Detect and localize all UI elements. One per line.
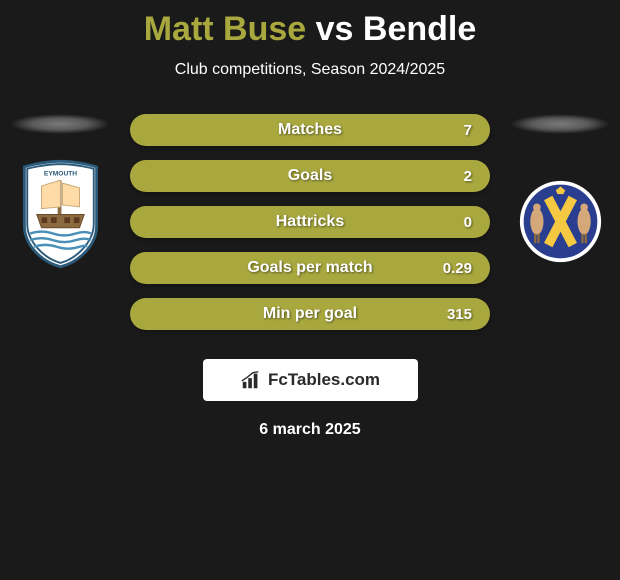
weymouth-crest-icon: EYMOUTH [13,159,108,269]
player1-name: Matt Buse [144,10,306,48]
watermark[interactable]: FcTables.com [203,359,418,401]
main-container: Matt Buse vs Bendle Club competitions, S… [0,0,620,449]
stat-value: 7 [464,122,472,139]
stat-label: Hattricks [276,213,344,231]
shadow-ellipse-left [10,114,110,134]
main-content: EYMOUTH Matches 7 Goals 2 Hattricks 0 Go… [0,114,620,344]
shadow-ellipse-right [510,114,610,134]
stat-value: 2 [464,168,472,185]
stat-label: Goals [288,167,332,185]
stat-bar-matches: Matches 7 [130,114,490,146]
subtitle: Club competitions, Season 2024/2025 [0,61,620,79]
player2-name: Bendle [363,10,476,48]
stats-column: Matches 7 Goals 2 Hattricks 0 Goals per … [130,114,490,344]
stat-bar-min-per-goal: Min per goal 315 [130,298,490,330]
right-badge-column [510,114,610,264]
st-albans-crest-icon [518,179,603,264]
stat-value: 315 [447,306,472,323]
date-text: 6 march 2025 [0,421,620,439]
stat-label: Min per goal [263,305,357,323]
vs-text: vs [316,10,354,48]
stat-value: 0 [464,214,472,231]
stat-bar-hattricks: Hattricks 0 [130,206,490,238]
bar-chart-icon [240,369,262,391]
stat-label: Goals per match [247,259,372,277]
svg-text:EYMOUTH: EYMOUTH [43,171,76,178]
watermark-text: FcTables.com [268,370,380,390]
left-badge-column: EYMOUTH [10,114,110,269]
stat-value: 0.29 [443,260,472,277]
page-title: Matt Buse vs Bendle [0,10,620,49]
stat-bar-goals: Goals 2 [130,160,490,192]
stat-bar-goals-per-match: Goals per match 0.29 [130,252,490,284]
stat-label: Matches [278,121,342,139]
